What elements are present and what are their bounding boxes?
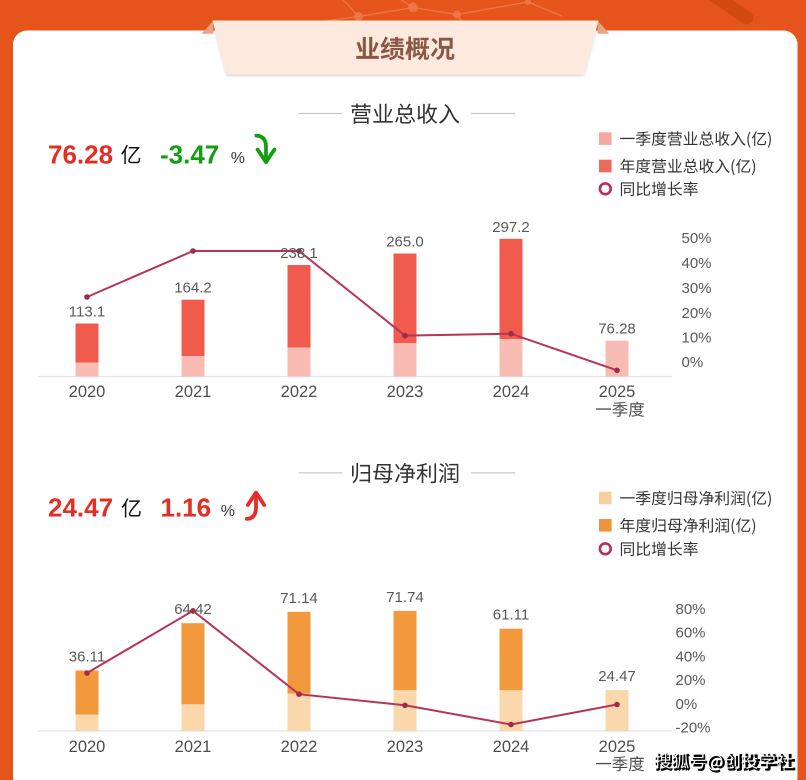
svg-text:20%: 20% — [676, 672, 706, 689]
svg-text:20%: 20% — [682, 305, 712, 322]
svg-text:71.74: 71.74 — [386, 589, 424, 606]
svg-text:2023: 2023 — [387, 738, 424, 756]
svg-text:0%: 0% — [676, 696, 698, 713]
svg-text:24.47: 24.47 — [598, 668, 636, 685]
svg-text:0%: 0% — [682, 354, 704, 371]
svg-text:36.11: 36.11 — [69, 649, 105, 666]
svg-text:61.11: 61.11 — [493, 607, 529, 624]
svg-text:%: % — [221, 503, 235, 520]
svg-text:164.2: 164.2 — [174, 280, 212, 297]
svg-text:76.28: 76.28 — [48, 139, 113, 169]
svg-text:80%: 80% — [676, 601, 706, 618]
svg-text:2024: 2024 — [493, 738, 530, 756]
svg-text:2020: 2020 — [69, 738, 106, 756]
svg-text:2023: 2023 — [387, 383, 424, 401]
svg-text:76.28: 76.28 — [598, 321, 636, 338]
svg-text:1.16: 1.16 — [161, 493, 212, 523]
svg-text:10%: 10% — [682, 329, 712, 346]
svg-text:2021: 2021 — [175, 383, 212, 401]
svg-text:-3.47: -3.47 — [160, 139, 219, 169]
svg-text:2022: 2022 — [281, 383, 318, 401]
svg-text:265.0: 265.0 — [386, 234, 424, 251]
svg-text:71.14: 71.14 — [280, 590, 318, 607]
svg-text:297.2: 297.2 — [492, 219, 530, 236]
svg-text:2022: 2022 — [281, 738, 318, 756]
svg-text:%: % — [231, 150, 245, 167]
svg-text:40%: 40% — [682, 255, 712, 272]
svg-text:64.42: 64.42 — [174, 601, 212, 618]
svg-text:24.47: 24.47 — [48, 493, 113, 523]
svg-text:2025: 2025 — [599, 738, 636, 756]
svg-text:2025: 2025 — [599, 383, 636, 401]
svg-text:40%: 40% — [676, 648, 706, 665]
svg-text:30%: 30% — [682, 280, 712, 297]
svg-text:113.1: 113.1 — [69, 304, 105, 321]
svg-text:2021: 2021 — [175, 738, 212, 756]
svg-text:238.1: 238.1 — [280, 245, 318, 262]
svg-text:60%: 60% — [676, 625, 706, 642]
svg-text:-20%: -20% — [676, 720, 711, 737]
svg-text:2020: 2020 — [69, 383, 106, 401]
svg-text:50%: 50% — [682, 230, 712, 247]
svg-text:2024: 2024 — [493, 383, 530, 401]
